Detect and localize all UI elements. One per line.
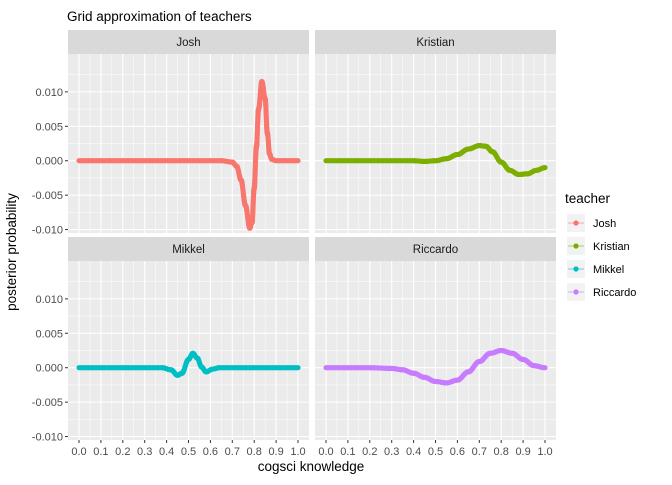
x-tick-label: 0.2	[115, 446, 130, 458]
y-tick-label: -0.005	[32, 397, 63, 409]
facet-strip-label: Riccardo	[413, 244, 458, 256]
facet-strip-label: Mikkel	[172, 244, 205, 256]
y-tick-label: 0.000	[35, 363, 63, 375]
y-tick-label: 0.005	[35, 121, 63, 133]
y-tick-label: 0.010	[35, 294, 63, 306]
axes: -0.010 -0.005 0.000 0.005 0.010 -0.010 -0.005 0…	[32, 87, 553, 458]
facet-panel-riccardo: Riccardo	[315, 237, 556, 440]
facet-strip-label: Josh	[176, 37, 200, 49]
chart-title: Grid approximation of teachers	[67, 9, 252, 24]
x-tick-label: 0.6	[450, 446, 465, 458]
facet-panel-mikkel: Mikkel	[68, 237, 309, 440]
legend-label: Riccardo	[593, 287, 636, 299]
legend-key-point	[573, 266, 579, 272]
x-tick-label: 0.4	[406, 446, 421, 458]
facet-strip	[68, 30, 309, 54]
series-mikkel	[76, 350, 301, 378]
facet-strip	[68, 237, 309, 261]
x-tick-label: 0.1	[93, 446, 108, 458]
x-tick-label: 1.0	[537, 446, 552, 458]
data-point	[295, 158, 301, 164]
legend-key-point	[573, 243, 579, 249]
legend-item-riccardo: Riccardo	[567, 283, 636, 301]
legend-item-josh: Josh	[567, 214, 616, 232]
y-tick-label: 0.005	[35, 328, 63, 340]
x-tick-label: 0.9	[268, 446, 283, 458]
x-axis-title: cogsci knowledge	[258, 459, 365, 474]
facet-panel-kristian: Kristian	[315, 30, 556, 233]
facet-strip	[315, 30, 556, 54]
legend-label: Mikkel	[593, 264, 624, 276]
data-point	[542, 164, 548, 171]
x-tick-label: 0.8	[247, 446, 262, 458]
legend: teacher Josh Kristian Mikkel Riccardo	[565, 191, 636, 301]
x-tick-label: 0.6	[203, 446, 218, 458]
legend-key-point	[573, 220, 579, 226]
legend-item-mikkel: Mikkel	[567, 260, 624, 278]
x-tick-label: 0.7	[225, 446, 240, 458]
x-tick-label: 0.1	[340, 446, 355, 458]
series-kristian	[323, 142, 548, 178]
x-tick-label: 0.3	[137, 446, 152, 458]
series-josh	[76, 78, 301, 231]
x-tick-label: 0.0	[71, 446, 86, 458]
legend-item-kristian: Kristian	[567, 237, 630, 255]
x-tick-label: 0.0	[318, 446, 333, 458]
y-tick-label: -0.010	[32, 225, 63, 237]
data-point	[542, 365, 548, 371]
facet-panels: Josh Kristian Mikkel Riccardo	[68, 30, 556, 440]
legend-label: Kristian	[593, 241, 630, 253]
y-tick-label: 0.000	[35, 156, 63, 168]
facet-panel-josh: Josh	[68, 30, 309, 233]
x-tick-label: 0.9	[515, 446, 530, 458]
x-tick-label: 0.4	[159, 446, 174, 458]
data-point	[295, 365, 301, 371]
x-tick-label: 0.5	[181, 446, 196, 458]
legend-title: teacher	[565, 191, 611, 206]
x-tick-label: 0.5	[428, 446, 443, 458]
legend-key-point	[573, 289, 579, 295]
x-tick-label: 0.2	[362, 446, 377, 458]
y-tick-label: 0.010	[35, 87, 63, 99]
y-tick-label: -0.010	[32, 432, 63, 444]
x-tick-label: 0.8	[494, 446, 509, 458]
legend-label: Josh	[593, 218, 616, 230]
series-riccardo	[323, 347, 548, 386]
y-axis-title: posterior probability	[4, 193, 19, 311]
x-tick-label: 1.0	[290, 446, 305, 458]
y-tick-label: -0.005	[32, 190, 63, 202]
x-tick-label: 0.7	[472, 446, 487, 458]
x-tick-label: 0.3	[384, 446, 399, 458]
facet-strip-label: Kristian	[416, 37, 454, 49]
facet-strip	[315, 237, 556, 261]
